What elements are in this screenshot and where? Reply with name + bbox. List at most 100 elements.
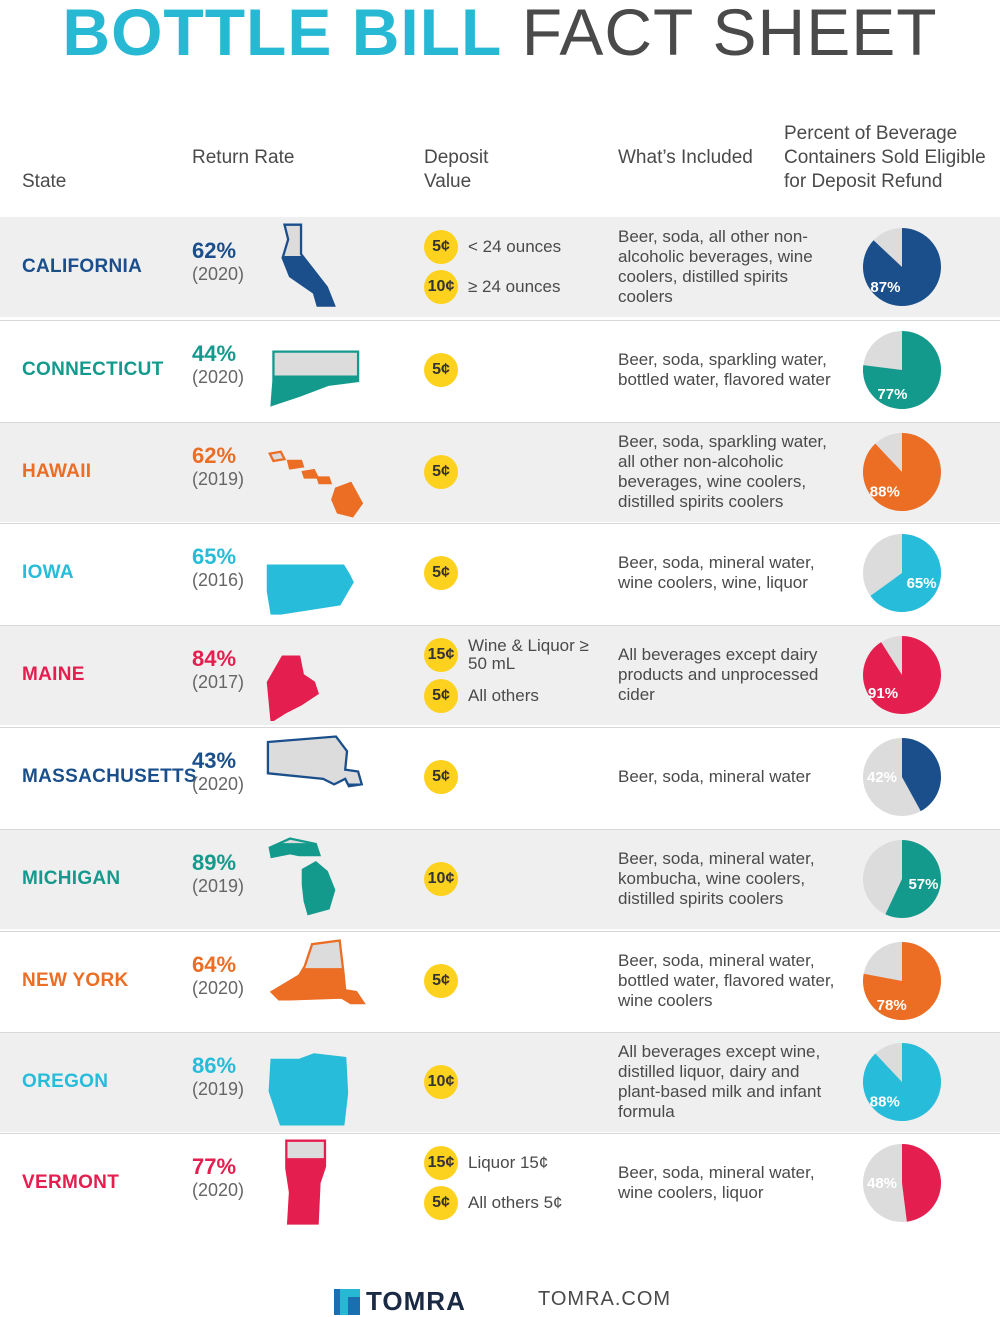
deposit-line: 15¢ Wine & Liquor ≥ 50 mL: [424, 637, 598, 673]
massachusetts-icon: [266, 735, 364, 788]
table-row: NEW YORK 64% (2020) 5¢ Beer, soda, mineral w…: [0, 931, 1000, 1031]
pie-label: 65%: [907, 575, 937, 592]
pie-slice-eligible: [863, 331, 941, 409]
coin-icon: 10¢: [424, 270, 458, 304]
vermont-icon: [285, 1139, 327, 1225]
return-rate: 44% (2020): [192, 342, 244, 388]
website-link[interactable]: TOMRA.COM: [538, 1288, 672, 1310]
pie-label: 87%: [870, 279, 900, 296]
return-rate-year: (2020): [192, 1180, 245, 1200]
pie-slice-eligible: [863, 228, 941, 306]
deposit-values: 5¢: [424, 727, 458, 827]
deposit-values: 5¢: [424, 422, 458, 522]
pie-label: 77%: [877, 386, 907, 403]
return-rate-year: (2017): [192, 672, 245, 692]
deposit-values: 15¢ Wine & Liquor ≥ 50 mL 5¢ All others: [424, 625, 598, 725]
oregon-icon: [268, 1053, 349, 1126]
deposit-label: < 24 ounces: [468, 237, 562, 256]
whats-included: All beverages except wine, distilled liq…: [618, 1042, 822, 1121]
state-name: VERMONT: [22, 1172, 120, 1193]
pie-label: 91%: [868, 685, 898, 702]
table-row: MICHIGAN 89% (2019) 10¢ Beer, soda, mineral …: [0, 829, 1000, 929]
return-rate-year: (2020): [192, 774, 245, 794]
table-row: IOWA 65% (2016) 5¢ Beer, soda, mineral water…: [0, 523, 1000, 623]
deposit-label: All others 5¢: [468, 1193, 563, 1212]
pie-label: 88%: [870, 484, 900, 501]
whats-included: Beer, soda, sparkling water, all other n…: [618, 432, 827, 511]
deposit-line: 5¢ All others 5¢: [424, 1186, 598, 1220]
whats-included: All beverages except dairy products and …: [618, 645, 819, 704]
return-rate-year: (2020): [192, 978, 245, 998]
pie-slice-eligible: [870, 534, 941, 612]
deposit-line: 5¢: [424, 964, 458, 998]
eligible-pie-chart: 88%: [863, 1043, 941, 1121]
state-name: CONNECTICUT: [22, 359, 164, 380]
table-row: CONNECTICUT 44% (2020) 5¢ Beer, soda, sparkl…: [0, 320, 1000, 420]
return-rate-value: 86%: [192, 1053, 237, 1078]
return-rate-year: (2020): [192, 367, 245, 387]
title-light: FACT SHEET: [521, 0, 938, 69]
pie-slice-eligible: [863, 636, 941, 714]
brand-name: TOMRA: [366, 1286, 466, 1316]
return-rate-value: 89%: [192, 850, 237, 875]
header-return-rate: Return Rate: [192, 147, 295, 168]
whats-included: Beer, soda, sparkling water, bottled wat…: [618, 350, 831, 389]
state-name: HAWAII: [22, 461, 92, 482]
return-rate-value: 65%: [192, 544, 237, 569]
deposit-label: Liquor 15¢: [468, 1153, 549, 1172]
pie-label: 78%: [877, 997, 907, 1014]
pie-label: 57%: [908, 876, 938, 893]
row-divider: [0, 422, 1000, 423]
table-row: CALIFORNIA 62% (2020) 5¢ < 24 ounces 10¢ ≥ 24 …: [0, 217, 1000, 317]
coin-icon: 5¢: [424, 230, 458, 264]
deposit-label: ≥ 24 ounces: [468, 277, 561, 296]
table-row: MAINE 84% (2017) 15¢ Wine & Liquor ≥ 50 mL 5¢…: [0, 625, 1000, 725]
table-row: VERMONT 77% (2020) 15¢ Liquor 15¢ 5¢ All other…: [0, 1133, 1000, 1233]
coin-icon: 5¢: [424, 760, 458, 794]
header-state: State: [22, 171, 67, 192]
coin-icon: 5¢: [424, 353, 458, 387]
iowa-icon: [266, 564, 354, 615]
state-name: MAINE: [22, 664, 85, 685]
return-rate-year: (2016): [192, 570, 245, 590]
pie-slice-eligible: [863, 433, 941, 511]
row-divider: [0, 931, 1000, 932]
pie-label: 42%: [867, 769, 897, 786]
tomra-logo[interactable]: TOMRA: [334, 1286, 466, 1317]
row-divider: [0, 1032, 1000, 1033]
return-rate: 84% (2017): [192, 647, 244, 693]
eligible-pie-chart: 48%: [863, 1144, 941, 1222]
return-rate: 62% (2020): [192, 239, 244, 285]
deposit-values: 5¢: [424, 320, 458, 420]
header-deposit-value: Deposit Value: [424, 147, 489, 192]
whats-included: Beer, soda, mineral water, kombucha, win…: [618, 849, 815, 908]
deposit-line: 10¢ ≥ 24 ounces: [424, 270, 598, 304]
michigan-icon: [268, 837, 336, 916]
table-row: MASSACHUSETTS 43% (2020) 5¢ Beer, soda, mine…: [0, 727, 1000, 827]
deposit-values: 5¢: [424, 931, 458, 1031]
maine-icon: [266, 655, 319, 721]
footer: TOMRA TOMRA.COM: [0, 1284, 1000, 1316]
deposit-values: 10¢: [424, 829, 458, 929]
eligible-pie-chart: 87%: [863, 228, 941, 306]
row-divider: [0, 320, 1000, 321]
state-name: NEW YORK: [22, 970, 129, 991]
return-rate-year: (2019): [192, 469, 245, 489]
return-rate-year: (2019): [192, 1079, 245, 1099]
deposit-line: 5¢: [424, 556, 458, 590]
deposit-line: 5¢: [424, 353, 458, 387]
return-rate-year: (2019): [192, 876, 245, 896]
eligible-pie-chart: 77%: [863, 331, 941, 409]
deposit-line: 10¢: [424, 1065, 458, 1099]
deposit-line: 15¢ Liquor 15¢: [424, 1146, 598, 1180]
return-rate: 64% (2020): [192, 953, 244, 999]
pie-slice-eligible: [863, 942, 941, 1020]
row-divider: [0, 1133, 1000, 1134]
deposit-line: 5¢ < 24 ounces: [424, 230, 598, 264]
eligible-pie-chart: 88%: [863, 433, 941, 511]
coin-icon: 5¢: [424, 1186, 458, 1220]
return-rate: 62% (2019): [192, 444, 244, 490]
return-rate-value: 62%: [192, 443, 237, 468]
state-name: OREGON: [22, 1071, 109, 1092]
return-rate-value: 84%: [192, 646, 237, 671]
